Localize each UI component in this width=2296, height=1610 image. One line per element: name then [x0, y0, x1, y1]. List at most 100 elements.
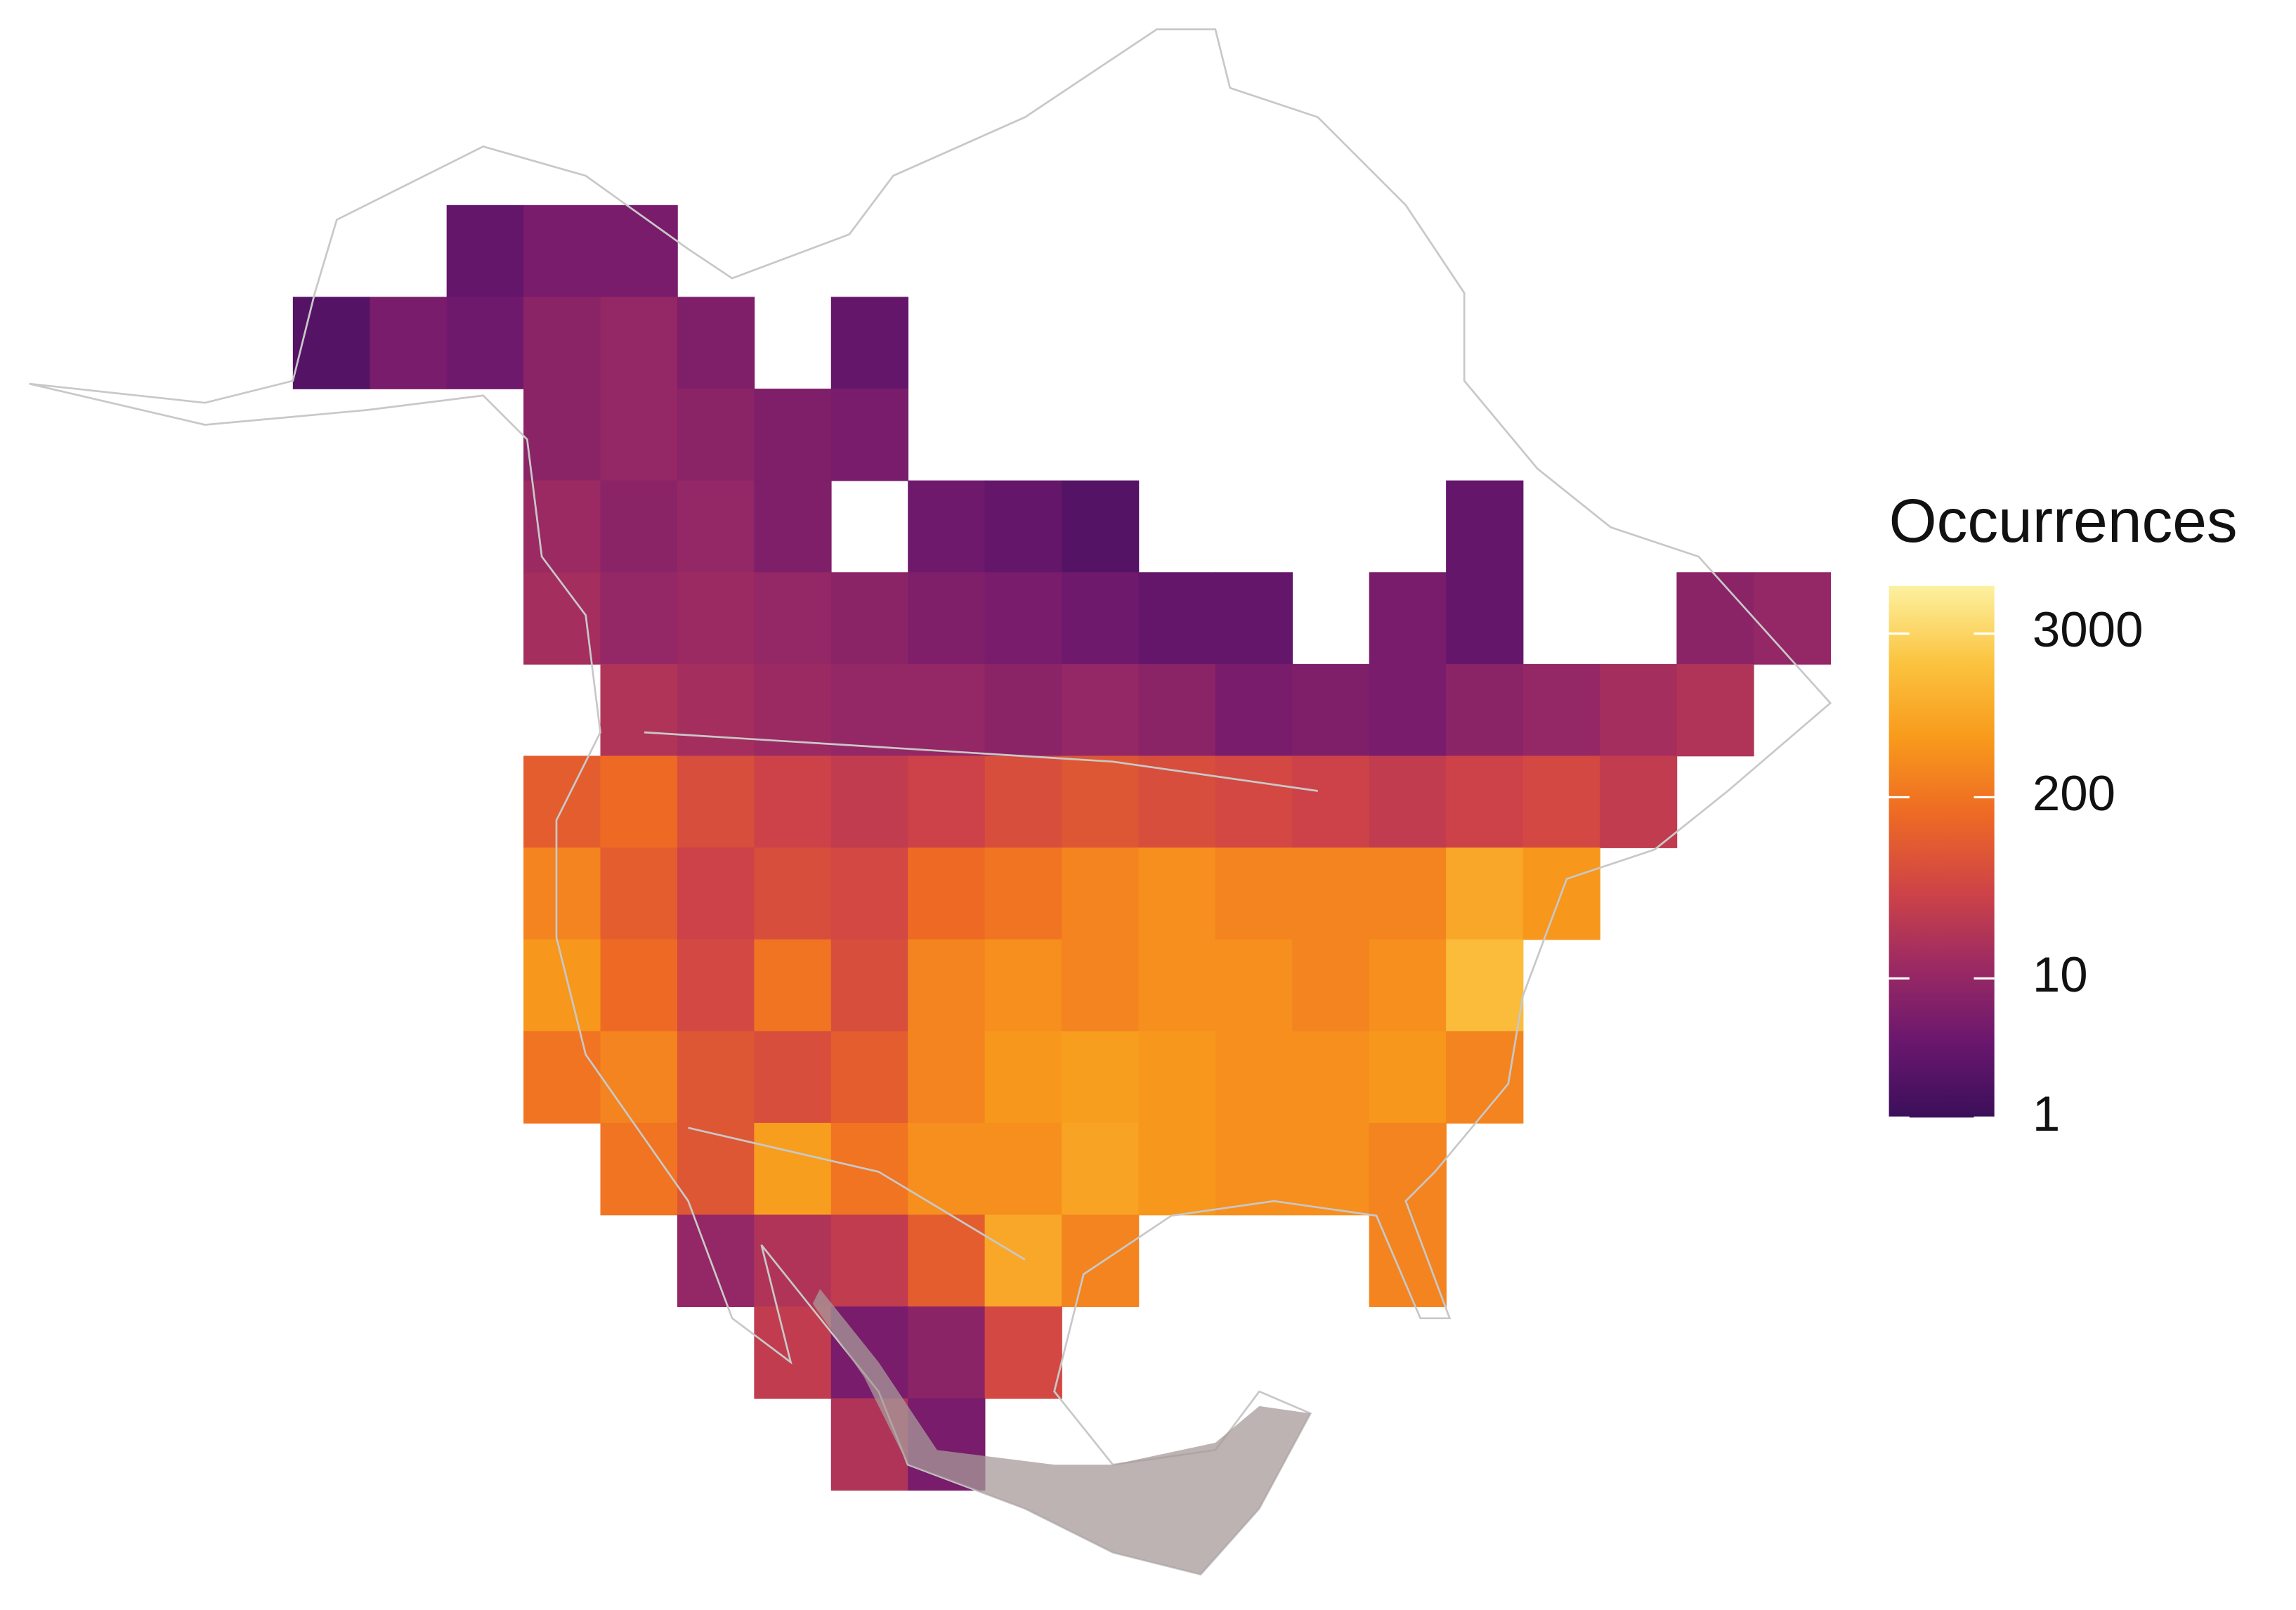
cell — [1062, 755, 1140, 848]
tick-label: 1 — [2033, 1086, 2060, 1142]
cell — [1062, 663, 1140, 757]
cell — [1446, 480, 1524, 573]
cell — [830, 1031, 909, 1124]
cell — [830, 939, 909, 1032]
cell — [984, 572, 1062, 665]
cell — [1446, 572, 1524, 665]
cell — [908, 663, 986, 757]
legend-ticks: 1 10 200 3000 — [1889, 602, 2144, 1142]
cell — [677, 572, 755, 665]
cell — [1369, 755, 1447, 848]
cell — [523, 205, 601, 298]
cell — [1292, 848, 1370, 940]
cell — [600, 663, 678, 757]
cell — [754, 1031, 832, 1124]
cell — [1446, 755, 1524, 848]
cell — [523, 297, 601, 389]
cell — [908, 939, 986, 1032]
cell — [908, 755, 986, 848]
cell — [1138, 572, 1216, 665]
cell — [446, 297, 524, 389]
cell — [830, 389, 909, 481]
cell — [1599, 663, 1678, 757]
cell — [1062, 1214, 1140, 1307]
cell — [677, 1031, 755, 1124]
cell — [677, 939, 755, 1032]
cell — [446, 205, 524, 298]
cell — [754, 1122, 832, 1216]
cell — [523, 389, 601, 481]
cell — [600, 939, 678, 1032]
cell — [600, 480, 678, 573]
tick-label: 200 — [2033, 766, 2115, 822]
cell — [908, 572, 986, 665]
cell — [984, 1122, 1062, 1216]
cell — [908, 1031, 986, 1124]
cell — [523, 939, 601, 1032]
cell — [1138, 848, 1216, 940]
cell — [1369, 939, 1447, 1032]
cell — [830, 1214, 909, 1307]
cell — [830, 297, 909, 389]
cell — [1446, 848, 1524, 940]
cell — [754, 389, 832, 481]
cell — [523, 480, 601, 573]
legend-title: Occurrences — [1889, 486, 2238, 555]
cell — [1522, 663, 1600, 757]
cell — [830, 755, 909, 848]
cell — [523, 1031, 601, 1124]
cell — [1215, 663, 1293, 757]
cell — [1676, 663, 1754, 757]
cell — [1215, 1122, 1293, 1216]
cell — [1292, 939, 1370, 1032]
cell — [984, 1214, 1062, 1307]
unsampled-region — [812, 1289, 1311, 1575]
cell — [1369, 1122, 1447, 1216]
cell-layer — [292, 205, 1832, 1491]
cell — [1062, 1122, 1140, 1216]
cell — [830, 663, 909, 757]
cell — [984, 663, 1062, 757]
cell — [1446, 1031, 1524, 1124]
cell — [754, 939, 832, 1032]
cell — [984, 480, 1062, 573]
cell — [754, 572, 832, 665]
cell — [600, 1031, 678, 1124]
cell — [600, 572, 678, 665]
cell — [1292, 663, 1370, 757]
cell — [984, 1306, 1062, 1399]
cell — [1062, 572, 1140, 665]
cell — [677, 297, 755, 389]
cell — [908, 480, 986, 573]
cell — [600, 755, 678, 848]
cell — [1062, 939, 1140, 1032]
cell — [1138, 755, 1216, 848]
cell — [984, 1031, 1062, 1124]
cell — [1676, 572, 1754, 665]
cell — [600, 389, 678, 481]
cell — [677, 755, 755, 848]
cell — [600, 297, 678, 389]
cell — [1446, 663, 1524, 757]
cell — [754, 1306, 832, 1399]
cell — [1062, 848, 1140, 940]
cell — [1215, 1031, 1293, 1124]
cell — [677, 1122, 755, 1216]
cell — [677, 848, 755, 940]
cell — [984, 939, 1062, 1032]
cell — [754, 755, 832, 848]
cell — [1599, 755, 1678, 848]
cell — [1215, 848, 1293, 940]
cell — [984, 848, 1062, 940]
cell — [830, 572, 909, 665]
tick-label: 3000 — [2033, 602, 2144, 658]
cell — [1215, 572, 1293, 665]
cell — [1446, 939, 1524, 1032]
border-line — [644, 731, 1318, 1261]
cell — [1138, 663, 1216, 757]
cell — [908, 1122, 986, 1216]
cell — [1292, 1122, 1370, 1216]
cell — [1522, 755, 1600, 848]
cell — [1369, 848, 1447, 940]
cell — [1369, 572, 1447, 665]
